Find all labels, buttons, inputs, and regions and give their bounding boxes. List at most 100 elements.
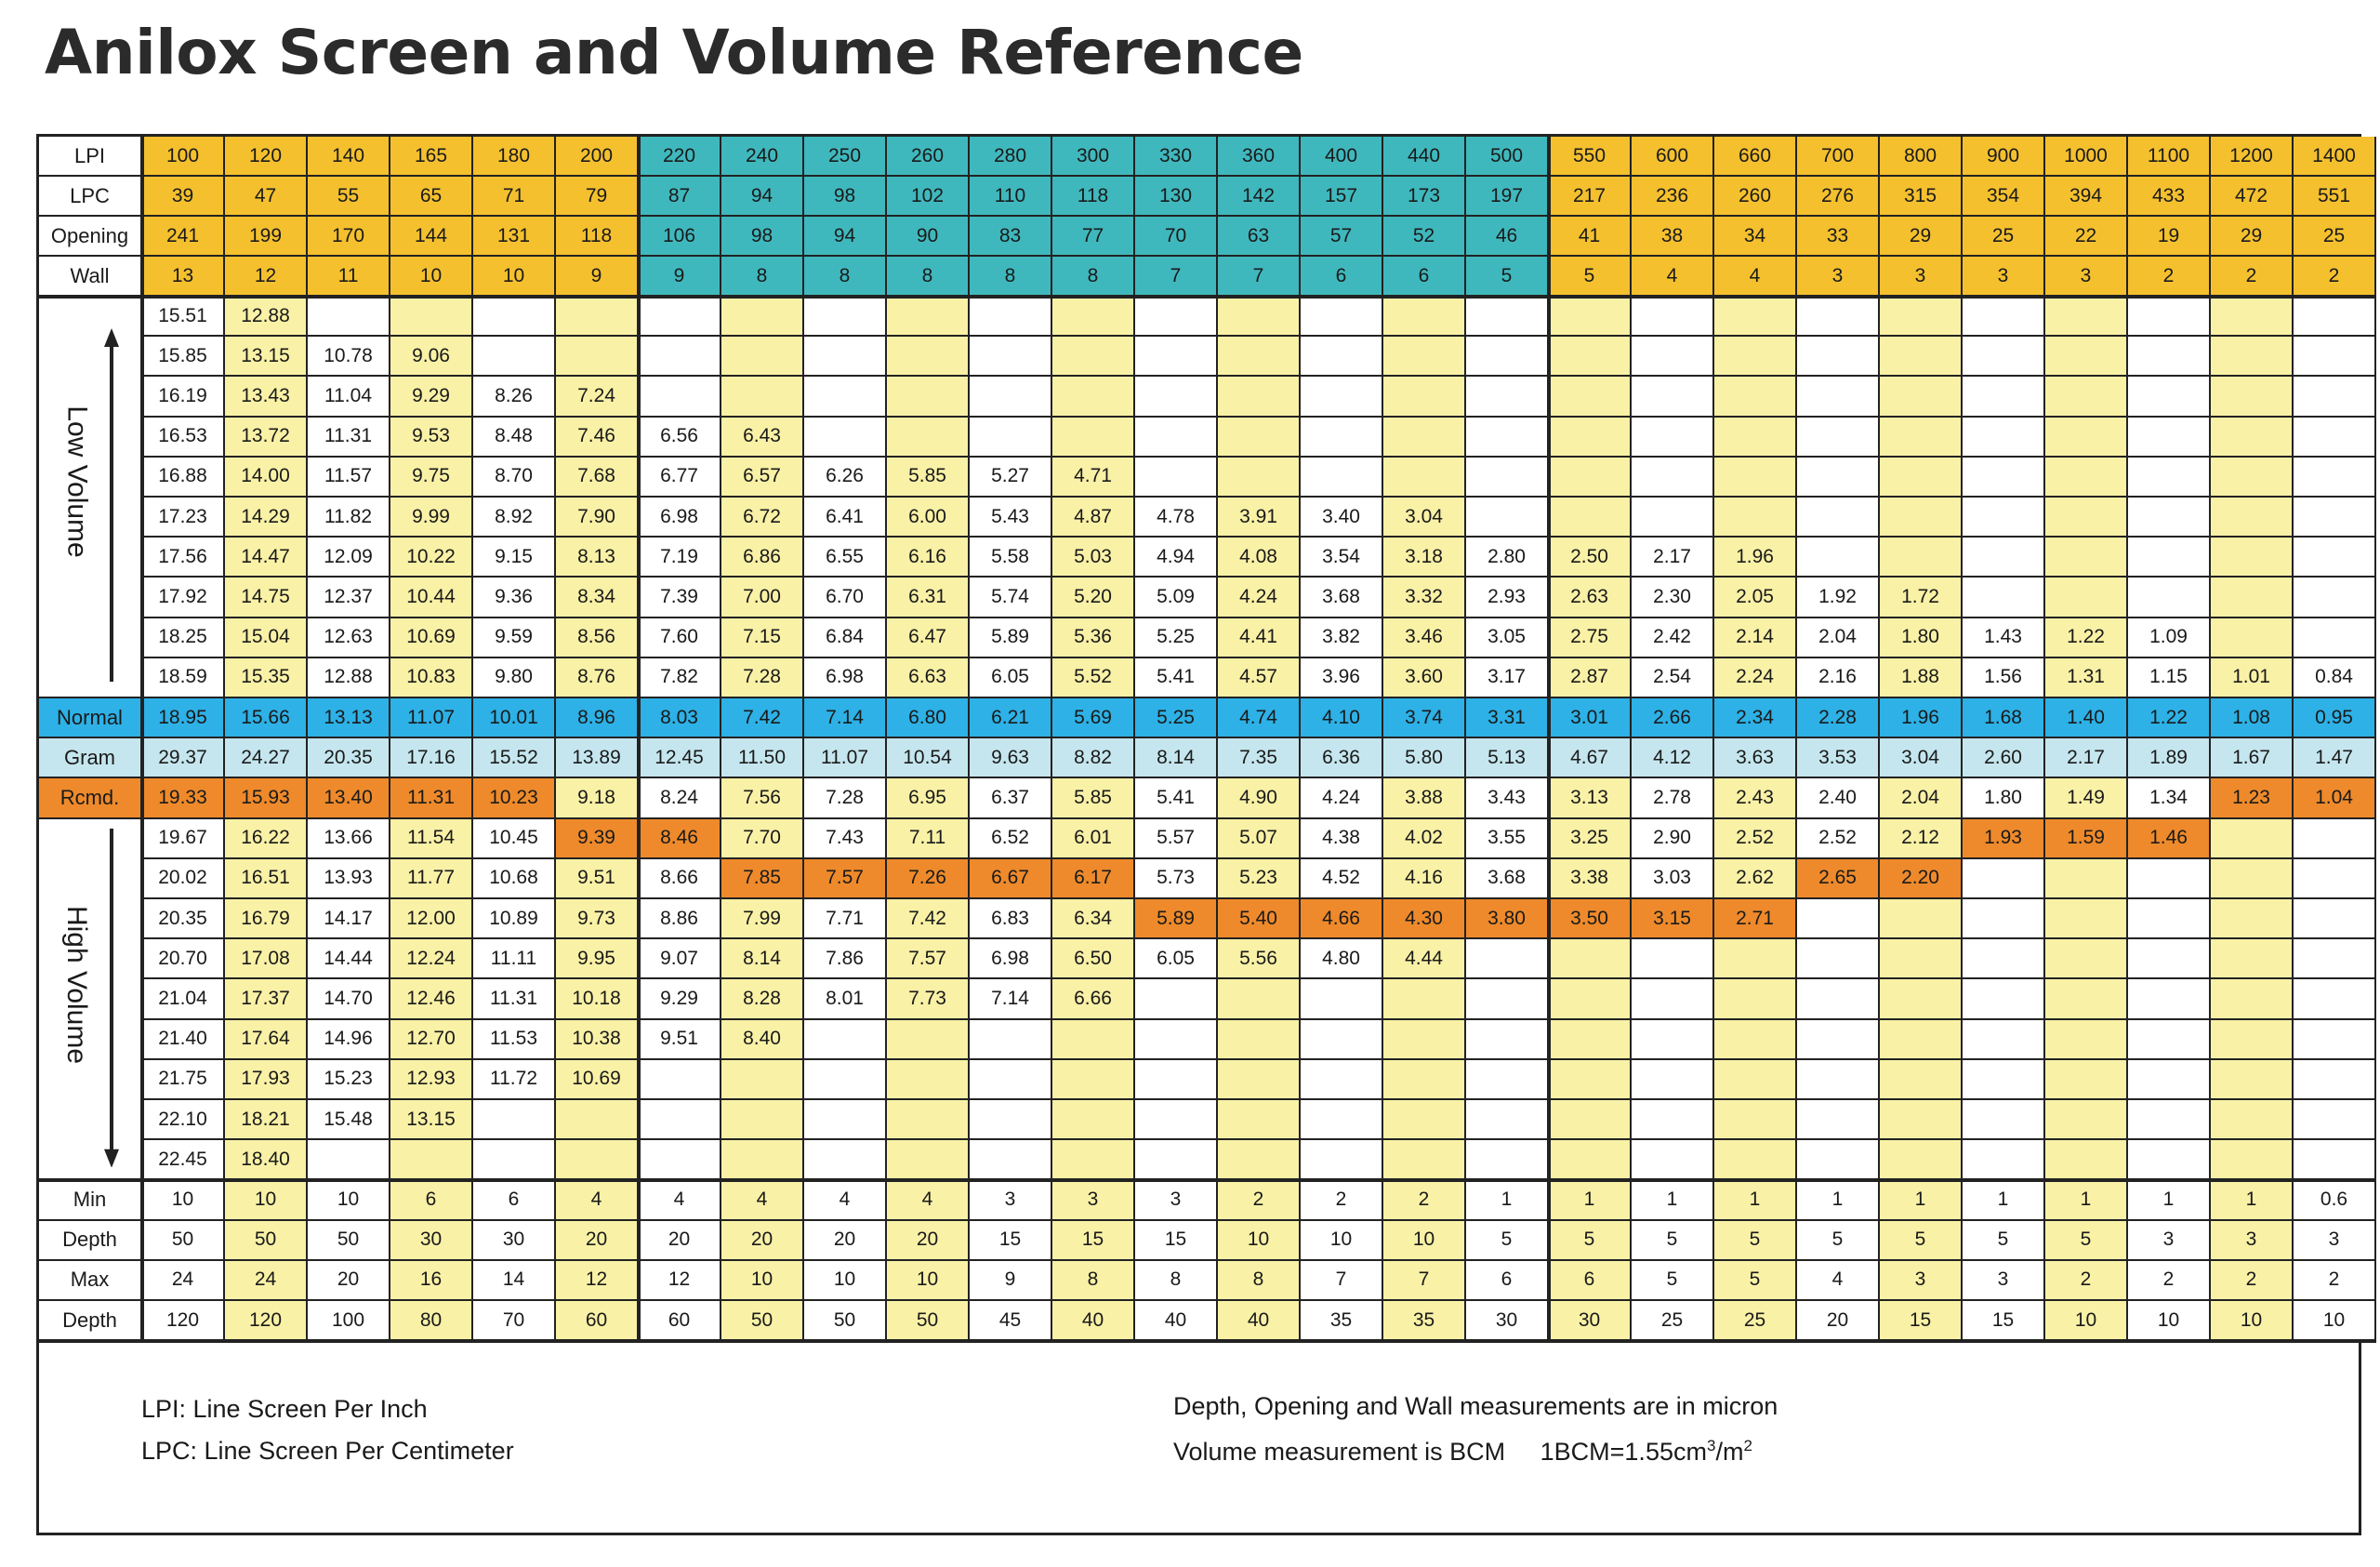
volume-cell: 6.17 [1052, 858, 1135, 899]
volume-cell: 6.05 [970, 657, 1052, 698]
anilox-reference-table: LPI 100 120 140 165 180 200 220 240 250 260 280 300 3… [36, 134, 2376, 1535]
arrow-down-icon [104, 828, 119, 1168]
header-cell: 6 [1383, 257, 1466, 297]
volume-cell [1052, 377, 1135, 418]
gram-cell: 1.89 [2128, 738, 2211, 779]
volume-cell [556, 297, 639, 338]
volume-cell [1135, 337, 1218, 378]
volume-cell: 21.04 [142, 979, 225, 1020]
footer-cell: 5 [1963, 1220, 2045, 1261]
volume-cell: 2.87 [1549, 657, 1632, 698]
volume-cell [1632, 1059, 1714, 1100]
footer-cell: 12 [556, 1260, 639, 1301]
volume-cell: 6.26 [804, 457, 887, 498]
volume-cell: 5.25 [1135, 618, 1218, 658]
footer-cell: 24 [225, 1260, 308, 1301]
volume-cell: 2.17 [1632, 538, 1714, 578]
normal-cell: 18.95 [142, 698, 225, 739]
group-divider [140, 137, 144, 1342]
volume-cell: 4.16 [1383, 858, 1466, 899]
footer-cell: 15 [1880, 1301, 1963, 1342]
volume-cell: 6.47 [887, 618, 970, 658]
volume-cell [1880, 1019, 1963, 1060]
volume-cell: 2.93 [1466, 578, 1549, 618]
volume-cell [2128, 417, 2211, 458]
volume-cell: 9.95 [556, 939, 639, 980]
volume-cell: 15.48 [308, 1100, 390, 1141]
volume-cell: 5.20 [1052, 578, 1135, 618]
volume-cell [2294, 538, 2376, 578]
volume-cell [1963, 979, 2045, 1020]
volume-cell: 11.31 [473, 979, 556, 1020]
volume-cell [1714, 1140, 1797, 1181]
volume-cell [1383, 297, 1466, 338]
volume-cell: 9.36 [473, 578, 556, 618]
volume-cell: 9.73 [556, 899, 639, 940]
volume-cell: 9.53 [390, 417, 473, 458]
normal-cell: 2.34 [1714, 698, 1797, 739]
normal-cell: 7.42 [721, 698, 804, 739]
volume-cell [1135, 1019, 1218, 1060]
volume-cell [556, 337, 639, 378]
volume-cell [2045, 377, 2128, 418]
volume-cell [1880, 417, 1963, 458]
volume-cell [2045, 498, 2128, 538]
gram-cell: 3.63 [1714, 738, 1797, 779]
volume-cell: 15.35 [225, 657, 308, 698]
volume-cell: 14.29 [225, 498, 308, 538]
header-cell: 94 [804, 217, 887, 257]
footer-cell: 16 [390, 1260, 473, 1301]
volume-cell: 6.50 [1052, 939, 1135, 980]
volume-cell: 17.37 [225, 979, 308, 1020]
volume-cell [2211, 457, 2294, 498]
side-label-merge [39, 297, 140, 697]
footer-cell: 3 [2128, 1220, 2211, 1261]
footer-cell: 10 [142, 1180, 225, 1221]
gram-cell: 10.54 [887, 738, 970, 779]
volume-cell: 3.54 [1301, 538, 1383, 578]
volume-cell: 9.15 [473, 538, 556, 578]
volume-cell [1880, 377, 1963, 418]
footer-cell: 8 [1218, 1260, 1301, 1301]
footer-cell: 12 [639, 1260, 721, 1301]
volume-cell: 3.04 [1383, 498, 1466, 538]
footer-cell: 45 [970, 1301, 1052, 1342]
volume-cell [721, 377, 804, 418]
volume-cell [2128, 1059, 2211, 1100]
volume-cell [1549, 1100, 1632, 1141]
section-divider [39, 1178, 2376, 1183]
volume-cell: 6.00 [887, 498, 970, 538]
volume-cell: 0.84 [2294, 657, 2376, 698]
volume-cell [1963, 1019, 2045, 1060]
volume-cell [639, 377, 721, 418]
volume-cell: 16.88 [142, 457, 225, 498]
volume-cell [2211, 377, 2294, 418]
header-cell: 130 [1135, 177, 1218, 217]
volume-cell: 5.85 [887, 457, 970, 498]
volume-note-sup-square: 2 [1743, 1437, 1752, 1454]
volume-cell: 3.82 [1301, 618, 1383, 658]
volume-cell [1880, 538, 1963, 578]
gram-cell: 7.35 [1218, 738, 1301, 779]
header-cell: 118 [556, 217, 639, 257]
volume-cell: 10.78 [308, 337, 390, 378]
header-cell: 39 [142, 177, 225, 217]
header-cell: 34 [1714, 217, 1797, 257]
volume-cell [1301, 457, 1383, 498]
volume-cell [1963, 939, 2045, 980]
volume-cell: 9.51 [639, 1019, 721, 1060]
footer-cell: 10 [804, 1260, 887, 1301]
volume-cell [1466, 417, 1549, 458]
volume-cell [1301, 297, 1383, 338]
header-label-opening: Opening [39, 217, 142, 257]
footer-cell: 15 [970, 1220, 1052, 1261]
volume-cell: 15.51 [142, 297, 225, 338]
volume-cell: 7.99 [721, 899, 804, 940]
header-cell: 217 [1549, 177, 1632, 217]
volume-cell: 7.46 [556, 417, 639, 458]
volume-cell [2128, 337, 2211, 378]
rcmd-cell: 5.85 [1052, 778, 1135, 819]
footer-cell: 5 [1549, 1220, 1632, 1261]
footer-cell: 1 [1963, 1180, 2045, 1221]
volume-cell [308, 1140, 390, 1181]
